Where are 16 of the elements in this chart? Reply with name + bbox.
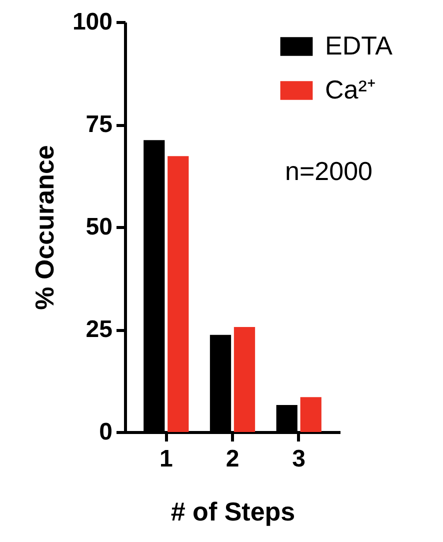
x-tick-label: 2 (226, 446, 240, 472)
y-axis-title: % Occurance (29, 145, 60, 310)
x-tick-label: 3 (292, 446, 306, 472)
legend-label: Ca²⁺ (325, 74, 376, 104)
y-tick-label: 50 (86, 214, 112, 240)
y-tick-label: 75 (86, 111, 112, 138)
x-axis-title: # of Steps (170, 496, 296, 526)
bar (168, 156, 189, 432)
legend-label: EDTA (325, 30, 394, 60)
bar (300, 397, 322, 432)
bar (234, 327, 256, 432)
y-tick-label: 100 (72, 8, 112, 36)
x-tick-label: 1 (159, 446, 173, 472)
annotation: n=2000 (285, 156, 372, 186)
y-tick-label: 0 (99, 418, 112, 446)
y-tick-label: 25 (86, 316, 112, 343)
